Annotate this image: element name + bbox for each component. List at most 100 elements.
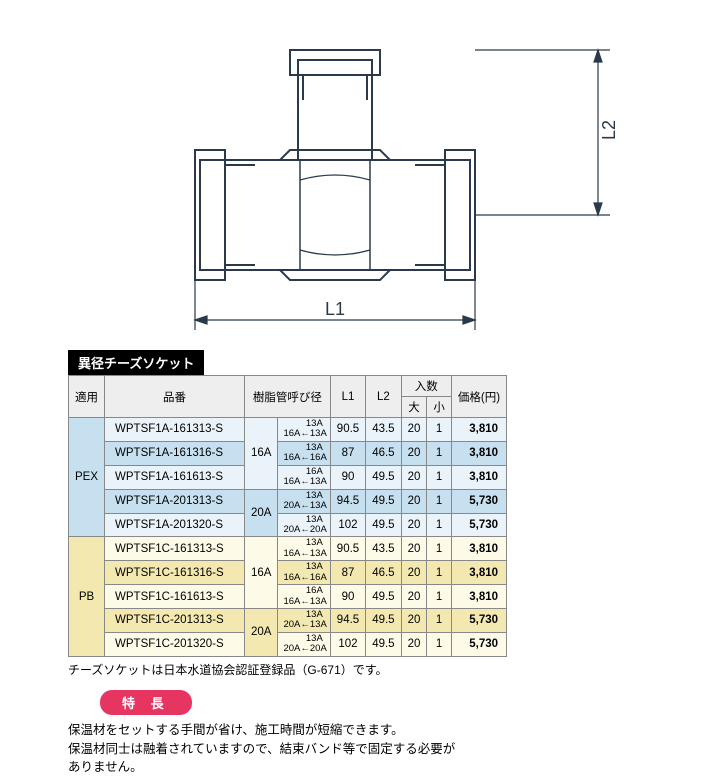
table-row: WPTSF1C-201313-S20A13A20A←13A94.549.5201… xyxy=(69,609,507,633)
table-row: WPTSF1A-201320-S13A20A←20A10249.52015,73… xyxy=(69,513,507,537)
col-price: 価格(円) xyxy=(451,376,506,418)
cell-L2: 49.5 xyxy=(366,489,401,513)
cell-L1: 90 xyxy=(330,585,365,609)
cell-small: 1 xyxy=(427,537,452,561)
cell-big: 20 xyxy=(401,489,427,513)
certification-note: チーズソケットは日本水道協会認証登録品（G-671）です。 xyxy=(68,661,720,678)
part-number: WPTSF1A-161316-S xyxy=(105,441,245,465)
usage-cell: PB xyxy=(69,537,105,656)
cell-L1: 90 xyxy=(330,465,365,489)
cell-L1: 87 xyxy=(330,561,365,585)
table-row: WPTSF1A-161613-S 16A16A←13A9049.52013,810 xyxy=(69,465,507,489)
part-number: WPTSF1C-161316-S xyxy=(105,561,245,585)
cell-L2: 43.5 xyxy=(366,537,401,561)
cell-L2: 46.5 xyxy=(366,441,401,465)
spec-table: 適用 品番 樹脂管呼び径 L1 L2 入数 価格(円) 大 小 PEXWPTSF… xyxy=(68,375,507,657)
cell-small: 1 xyxy=(427,489,452,513)
cell-L1: 90.5 xyxy=(330,418,365,442)
cell-L2: 49.5 xyxy=(366,632,401,656)
price-cell: 3,810 xyxy=(451,441,506,465)
cell-small: 1 xyxy=(427,418,452,442)
cell-big: 20 xyxy=(401,609,427,633)
cell-big: 20 xyxy=(401,465,427,489)
part-number: WPTSF1C-161313-S xyxy=(105,537,245,561)
cell-L2: 46.5 xyxy=(366,561,401,585)
feature-line1: 保温材をセットする手間が省け、施工時間が短縮できます。 xyxy=(68,723,404,737)
dim-label-L2: L2 xyxy=(599,120,619,140)
cell-L2: 43.5 xyxy=(366,418,401,442)
pipe-size-group: 16A xyxy=(245,418,278,490)
feature-badge: 特 長 xyxy=(100,690,192,715)
price-cell: 3,810 xyxy=(451,537,506,561)
table-row: WPTSF1C-161316-S13A16A←16A8746.52013,810 xyxy=(69,561,507,585)
cell-small: 1 xyxy=(427,441,452,465)
cell-L2: 49.5 xyxy=(366,513,401,537)
feature-line3: ありません。 xyxy=(68,760,143,774)
col-pipe: 樹脂管呼び径 xyxy=(245,376,331,418)
cell-big: 20 xyxy=(401,561,427,585)
table-row: WPTSF1C-161613-S16A16A←13A9049.52013,810 xyxy=(69,585,507,609)
price-cell: 5,730 xyxy=(451,609,506,633)
pipe-dimension: 13A20A←20A xyxy=(278,513,330,537)
col-qty-small: 小 xyxy=(427,397,452,418)
table-row: WPTSF1A-161316-S 13A16A←16A8746.52013,810 xyxy=(69,441,507,465)
cell-big: 20 xyxy=(401,441,427,465)
technical-drawing: L1 L2 xyxy=(0,0,720,350)
price-cell: 3,810 xyxy=(451,561,506,585)
usage-cell: PEX xyxy=(69,418,105,537)
price-cell: 5,730 xyxy=(451,632,506,656)
cell-L2: 49.5 xyxy=(366,609,401,633)
cell-small: 1 xyxy=(427,585,452,609)
part-number: WPTSF1C-201320-S xyxy=(105,632,245,656)
feature-line2: 保温材同士は融着されていますので、結束バンド等で固定する必要が xyxy=(68,742,455,756)
part-number: WPTSF1C-201313-S xyxy=(105,609,245,633)
table-row: WPTSF1C-201320-S 13A20A←20A10249.52015,73… xyxy=(69,632,507,656)
pipe-size-group: 20A xyxy=(245,609,278,657)
part-number: WPTSF1A-161613-S xyxy=(105,465,245,489)
table-row: PEXWPTSF1A-161313-S16A13A16A←13A90.543.5… xyxy=(69,418,507,442)
price-cell: 3,810 xyxy=(451,465,506,489)
col-L1: L1 xyxy=(330,376,365,418)
cell-small: 1 xyxy=(427,465,452,489)
part-number: WPTSF1A-201313-S xyxy=(105,489,245,513)
price-cell: 5,730 xyxy=(451,489,506,513)
pipe-dimension: 13A20A←13A xyxy=(278,609,330,633)
table-title: 異径チーズソケット xyxy=(68,350,204,375)
cell-small: 1 xyxy=(427,609,452,633)
cell-L1: 87 xyxy=(330,441,365,465)
col-qty-big: 大 xyxy=(401,397,427,418)
cell-L1: 90.5 xyxy=(330,537,365,561)
cell-L1: 102 xyxy=(330,513,365,537)
cell-big: 20 xyxy=(401,585,427,609)
col-part: 品番 xyxy=(105,376,245,418)
pipe-dimension: 13A16A←16A xyxy=(278,561,330,585)
col-L2: L2 xyxy=(366,376,401,418)
price-cell: 5,730 xyxy=(451,513,506,537)
cell-L1: 94.5 xyxy=(330,489,365,513)
cell-L2: 49.5 xyxy=(366,585,401,609)
dim-label-L1: L1 xyxy=(325,299,345,319)
table-row: PBWPTSF1C-161313-S16A13A16A←13A90.543.52… xyxy=(69,537,507,561)
pipe-dimension: 13A16A←16A xyxy=(278,441,330,465)
table-row: WPTSF1A-201313-S20A13A20A←13A94.549.5201… xyxy=(69,489,507,513)
cell-L1: 94.5 xyxy=(330,609,365,633)
pipe-dimension: 13A20A←20A xyxy=(278,632,330,656)
part-number: WPTSF1A-161313-S xyxy=(105,418,245,442)
pipe-size-group: 16A xyxy=(245,537,278,609)
feature-text: 保温材をセットする手間が省け、施工時間が短縮できます。 保温材同士は融着されてい… xyxy=(68,721,720,777)
pipe-dimension: 13A20A←13A xyxy=(278,489,330,513)
cell-small: 1 xyxy=(427,632,452,656)
pipe-size-group: 20A xyxy=(245,489,278,537)
cell-L2: 49.5 xyxy=(366,465,401,489)
pipe-dimension: 16A16A←13A xyxy=(278,465,330,489)
cell-big: 20 xyxy=(401,632,427,656)
price-cell: 3,810 xyxy=(451,418,506,442)
pipe-dimension: 16A16A←13A xyxy=(278,585,330,609)
pipe-dimension: 13A16A←13A xyxy=(278,418,330,442)
cell-small: 1 xyxy=(427,513,452,537)
part-number: WPTSF1A-201320-S xyxy=(105,513,245,537)
cell-big: 20 xyxy=(401,418,427,442)
cell-L1: 102 xyxy=(330,632,365,656)
price-cell: 3,810 xyxy=(451,585,506,609)
tee-socket-diagram: L1 L2 xyxy=(0,0,720,350)
